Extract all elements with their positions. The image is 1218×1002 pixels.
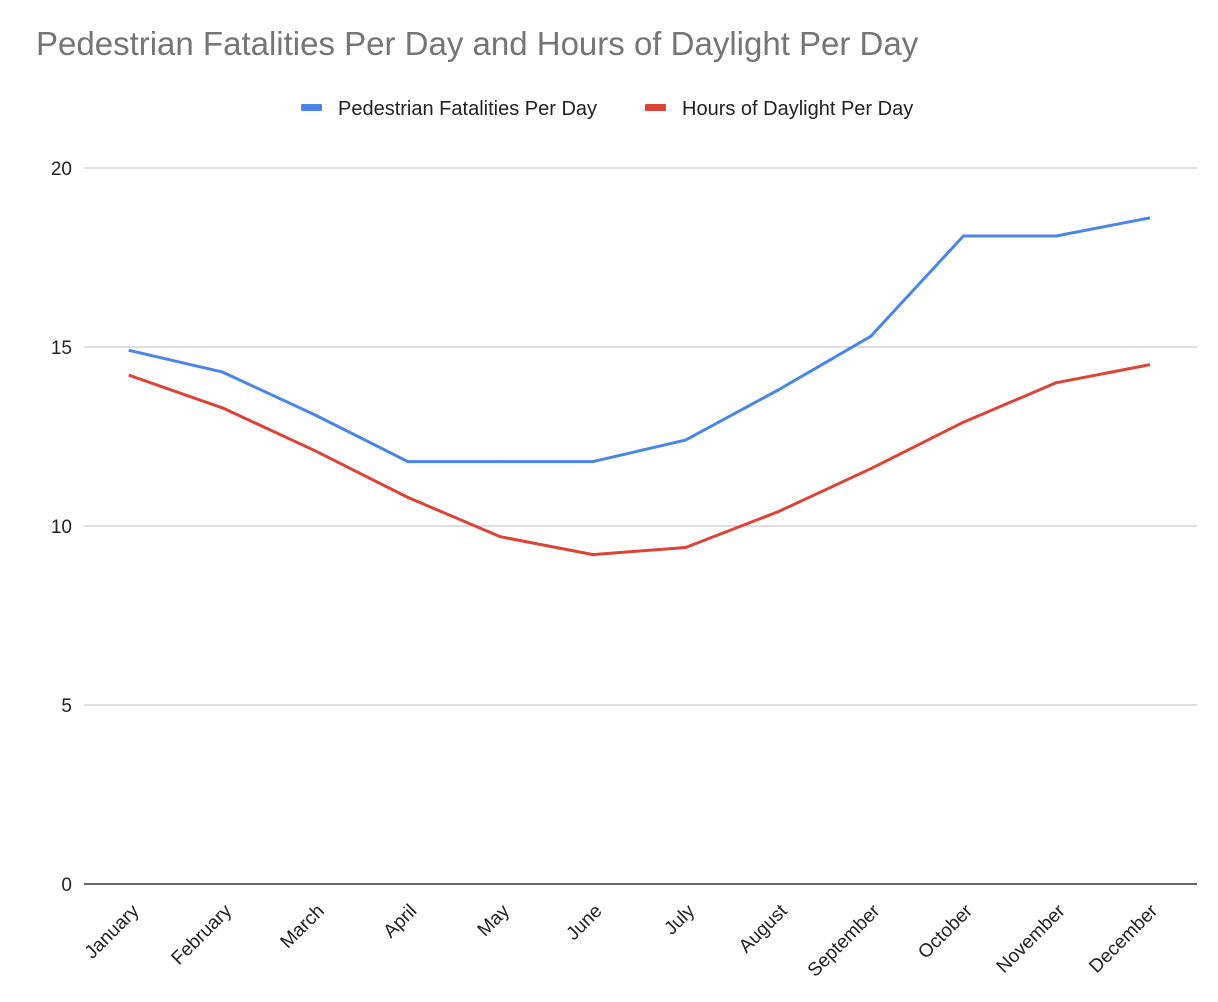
x-tick-label: October	[914, 900, 977, 963]
legend-label-daylight: Hours of Daylight Per Day	[682, 98, 913, 120]
data-point	[1054, 381, 1058, 385]
legend-swatch-fatalities	[301, 104, 322, 111]
data-point	[128, 349, 132, 353]
legend-swatch-daylight	[645, 104, 666, 111]
y-axis: 0 5 10 15 20	[51, 159, 72, 896]
y-tick-label: 15	[51, 338, 72, 359]
x-tick-label: June	[563, 901, 607, 945]
x-tick-label: April	[380, 901, 422, 943]
y-tick-label: 20	[51, 159, 72, 180]
y-tick-label: 10	[51, 517, 72, 538]
data-point	[1054, 234, 1058, 238]
data-point	[313, 449, 317, 453]
data-point	[313, 413, 317, 417]
x-tick-label: August	[735, 900, 792, 957]
chart-title: Pedestrian Fatalities Per Day and Hours …	[36, 25, 919, 62]
legend: Pedestrian Fatalities Per Day Hours of D…	[301, 98, 913, 120]
legend-label-fatalities: Pedestrian Fatalities Per Day	[338, 98, 597, 120]
x-tick-label: March	[277, 901, 329, 953]
x-tick-label: July	[660, 900, 699, 939]
data-point	[684, 438, 688, 442]
data-point	[498, 535, 502, 539]
gridlines	[84, 167, 1197, 885]
y-tick-label: 5	[61, 696, 72, 717]
data-point	[1147, 363, 1151, 367]
x-tick-label: November	[993, 900, 1070, 977]
data-point	[591, 553, 595, 557]
x-tick-label: May	[474, 900, 515, 941]
data-point	[221, 406, 225, 410]
data-point	[498, 460, 502, 464]
data-point	[776, 388, 780, 392]
data-point	[961, 234, 965, 238]
data-point	[591, 460, 595, 464]
x-axis: January February March April May June July Augu…	[81, 900, 1163, 981]
data-point	[684, 545, 688, 549]
data-point	[869, 334, 873, 338]
x-tick-label: December	[1085, 900, 1162, 977]
data-point	[961, 420, 965, 424]
data-point	[1147, 216, 1151, 220]
x-tick-label: February	[168, 900, 237, 969]
data-point	[221, 370, 225, 374]
x-tick-label: September	[804, 900, 885, 981]
data-point	[406, 495, 410, 499]
data-point	[406, 460, 410, 464]
series-lines	[128, 216, 1151, 557]
y-tick-label: 0	[61, 875, 72, 896]
data-point	[128, 374, 132, 378]
series-line-daylight	[128, 363, 1151, 557]
series-line-fatalities	[128, 216, 1151, 464]
data-point	[776, 510, 780, 514]
x-tick-label: January	[81, 900, 144, 963]
data-point	[869, 467, 873, 471]
